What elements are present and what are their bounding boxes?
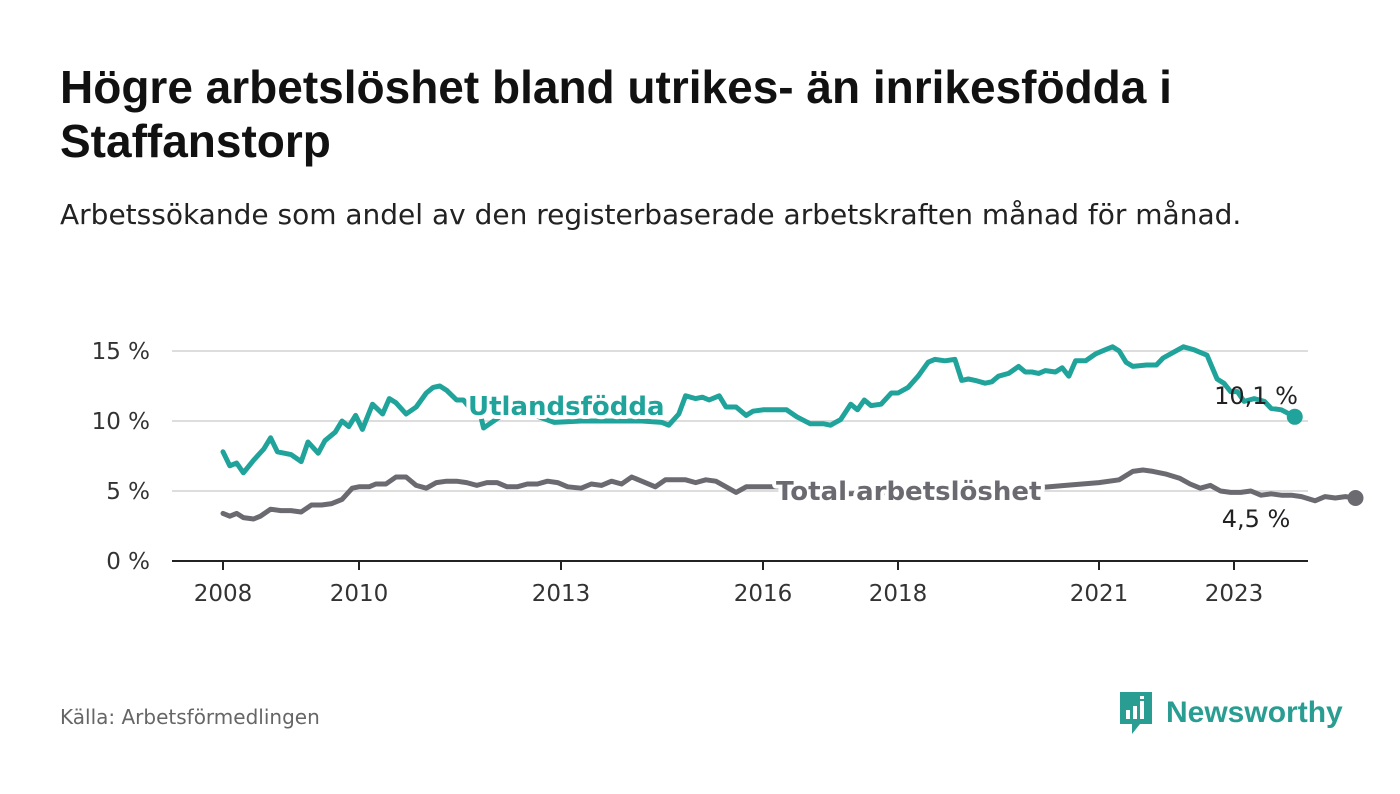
x-tick-label: 2018 — [869, 581, 928, 607]
x-tick-label: 2008 — [194, 581, 253, 607]
x-tick-label: 2013 — [532, 581, 591, 607]
x-tick-label: 2023 — [1205, 581, 1264, 607]
series-line-utlandsfodda — [220, 344, 1298, 476]
y-tick-label: 15 % — [92, 339, 150, 365]
x-tick-label: 2010 — [330, 581, 389, 607]
bar-chart-speech-bubble-icon — [1120, 692, 1152, 734]
y-tick-label: 10 % — [92, 409, 150, 435]
end-label-total-arbetsloshet: 4,5 % — [1222, 505, 1291, 533]
svg-text:Utlandsfödda: Utlandsfödda — [468, 392, 665, 422]
gridlines — [172, 350, 1308, 562]
series-lines — [220, 344, 1364, 522]
svg-text:Total arbetslöshet: Total arbetslöshet — [776, 477, 1041, 507]
x-tick-label: 2021 — [1070, 581, 1129, 607]
end-point-total-arbetsloshet — [1347, 490, 1364, 506]
page-title: Högre arbetslöshet bland utrikes- än inr… — [60, 61, 1172, 167]
brand-name: Newsworthy — [1166, 696, 1343, 729]
y-tick-label: 0 % — [106, 549, 150, 575]
line-chart: 0 %5 %10 %15 % 2008 2010 2013 2016 2018 2021 2… — [92, 339, 1364, 607]
svg-text:Utlandsfödda: Utlandsfödda — [468, 392, 665, 422]
svg-text:Total arbetslöshet: Total arbetslöshet — [776, 477, 1041, 507]
y-axis-ticks: 0 % 5 % 10 % 15 % — [92, 339, 150, 575]
chart-subtitle: Arbetssökande som andel av den registerb… — [60, 198, 1242, 231]
x-tick-label: 2016 — [734, 581, 793, 607]
y-tick-label: 5 % — [106, 479, 150, 505]
brand-logo: Newsworthy — [1118, 690, 1343, 736]
source-note: Källa: Arbetsförmedlingen — [60, 705, 320, 729]
series-line-total-arbetsloshet — [220, 467, 1358, 522]
end-label-utlandsfodda: 10,1 % — [1214, 382, 1298, 410]
end-point-utlandsfodda — [1286, 408, 1303, 425]
x-axis-ticks: 2008 2010 2013 2016 2018 2021 2023 — [194, 561, 1264, 607]
